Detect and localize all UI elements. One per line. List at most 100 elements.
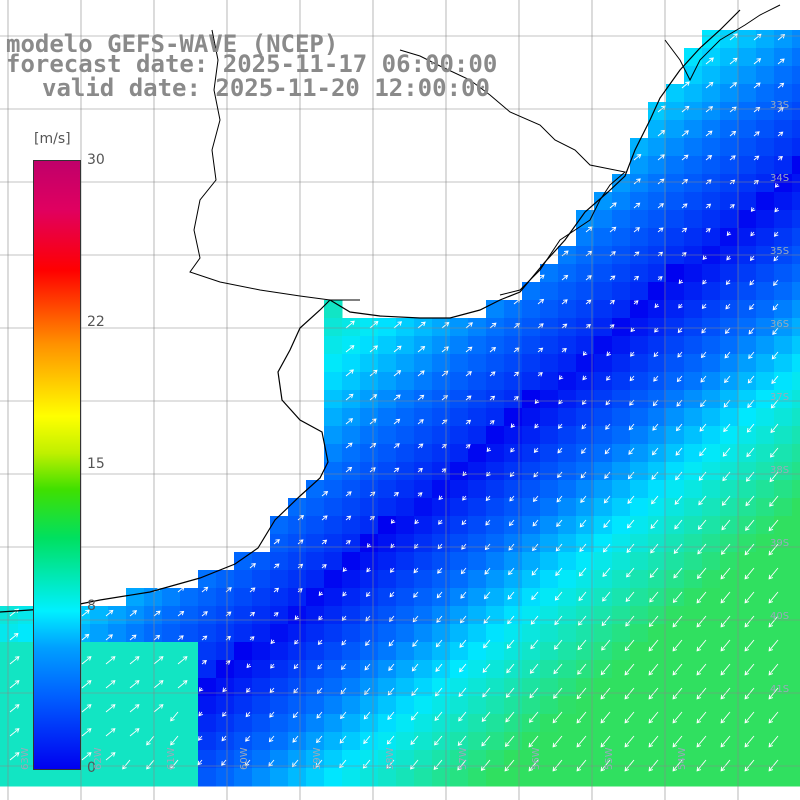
wind-arrow: [705, 228, 711, 233]
wind-cell: [540, 606, 559, 625]
wind-cell: [558, 678, 577, 697]
wind-arrow: [552, 759, 563, 772]
wind-arrow: [553, 663, 563, 675]
wind-cell: [36, 768, 55, 787]
wind-arrow: [603, 519, 611, 528]
wind-cell: [630, 732, 649, 751]
wind-cell: [144, 678, 163, 697]
wind-cell: [720, 714, 739, 733]
wind-cell: [486, 408, 505, 427]
wind-cell: [252, 552, 271, 571]
wind-arrow: [720, 687, 731, 700]
wind-cell: [648, 768, 667, 787]
wind-arrow: [696, 687, 707, 700]
wind-cell: [630, 714, 649, 733]
wind-arrow: [768, 735, 779, 748]
wind-arrow: [249, 563, 256, 569]
wind-cell: [126, 732, 145, 751]
wind-arrow: [768, 687, 779, 700]
wind-cell: [378, 624, 397, 643]
wind-cell: [558, 426, 577, 445]
wind-cell: [450, 606, 469, 625]
wind-arrow: [321, 564, 327, 569]
wind-cell: [612, 372, 631, 391]
wind-arrow: [561, 323, 568, 329]
wind-cell: [738, 408, 757, 427]
wind-arrow: [435, 663, 443, 672]
wind-cell: [720, 138, 739, 157]
wind-arrow: [321, 490, 329, 497]
wind-arrow: [720, 711, 731, 724]
wind-cell: [378, 354, 397, 373]
wind-cell: [360, 678, 379, 697]
wind-arrow: [417, 345, 426, 353]
wind-cell: [306, 606, 325, 625]
wind-cell: [360, 444, 379, 463]
wind-cell: [756, 336, 775, 355]
wind-arrow: [602, 591, 611, 602]
wind-arrow: [626, 567, 635, 578]
wind-cell: [576, 624, 595, 643]
wind-arrow: [745, 471, 755, 482]
wind-cell: [558, 354, 577, 373]
wind-arrow: [528, 735, 539, 748]
wind-arrow: [198, 687, 204, 692]
wind-cell: [684, 336, 703, 355]
wind-arrow: [198, 711, 203, 717]
wind-cell: [630, 642, 649, 661]
wind-cell: [522, 390, 541, 409]
wind-cell: [702, 300, 721, 319]
wind-cell: [126, 642, 145, 661]
wind-cell: [468, 516, 487, 535]
wind-cell: [576, 228, 595, 247]
wind-cell: [486, 768, 505, 787]
wind-arrow: [696, 663, 707, 676]
wind-cell: [792, 210, 800, 229]
wind-arrow: [129, 704, 140, 713]
wind-cell: [396, 372, 415, 391]
wind-cell: [774, 444, 793, 463]
wind-cell: [288, 660, 307, 679]
wind-cell: [396, 642, 415, 661]
wind-arrow: [625, 591, 635, 603]
wind-cell: [720, 678, 739, 697]
wind-cell: [288, 516, 307, 535]
wind-cell: [648, 354, 667, 373]
wind-arrow: [81, 680, 92, 689]
wind-cell: [360, 534, 379, 553]
wind-cell: [324, 570, 343, 589]
wind-cell: [756, 516, 775, 535]
wind-arrow: [552, 735, 563, 748]
wind-cell: [684, 102, 703, 121]
wind-cell: [630, 498, 649, 517]
wind-cell: [720, 102, 739, 121]
wind-cell: [774, 534, 793, 553]
wind-cell: [360, 372, 379, 391]
wind-cell: [630, 156, 649, 175]
wind-cell: [666, 192, 685, 211]
wind-cell: [234, 552, 253, 571]
wind-arrow: [363, 735, 371, 745]
wind-cell: [684, 192, 703, 211]
wind-cell: [774, 768, 793, 787]
wind-cell: [612, 660, 631, 679]
wind-cell: [486, 696, 505, 715]
wind-cell: [684, 66, 703, 85]
wind-arrow: [483, 615, 491, 624]
wind-cell: [738, 516, 757, 535]
wind-cell: [648, 696, 667, 715]
wind-arrow: [245, 735, 251, 742]
wind-arrow: [105, 704, 116, 713]
wind-cell: [90, 714, 109, 733]
wind-cell: [0, 678, 19, 697]
wind-cell: [360, 462, 379, 481]
wind-cell: [576, 444, 595, 463]
lat-label: 39S: [770, 538, 790, 549]
wind-cell: [720, 66, 739, 85]
wind-arrow: [580, 471, 587, 479]
wind-cell: [594, 426, 613, 445]
wind-cell: [702, 174, 721, 193]
wind-cell: [486, 750, 505, 769]
wind-cell: [252, 678, 271, 697]
wind-cell: [540, 768, 559, 787]
